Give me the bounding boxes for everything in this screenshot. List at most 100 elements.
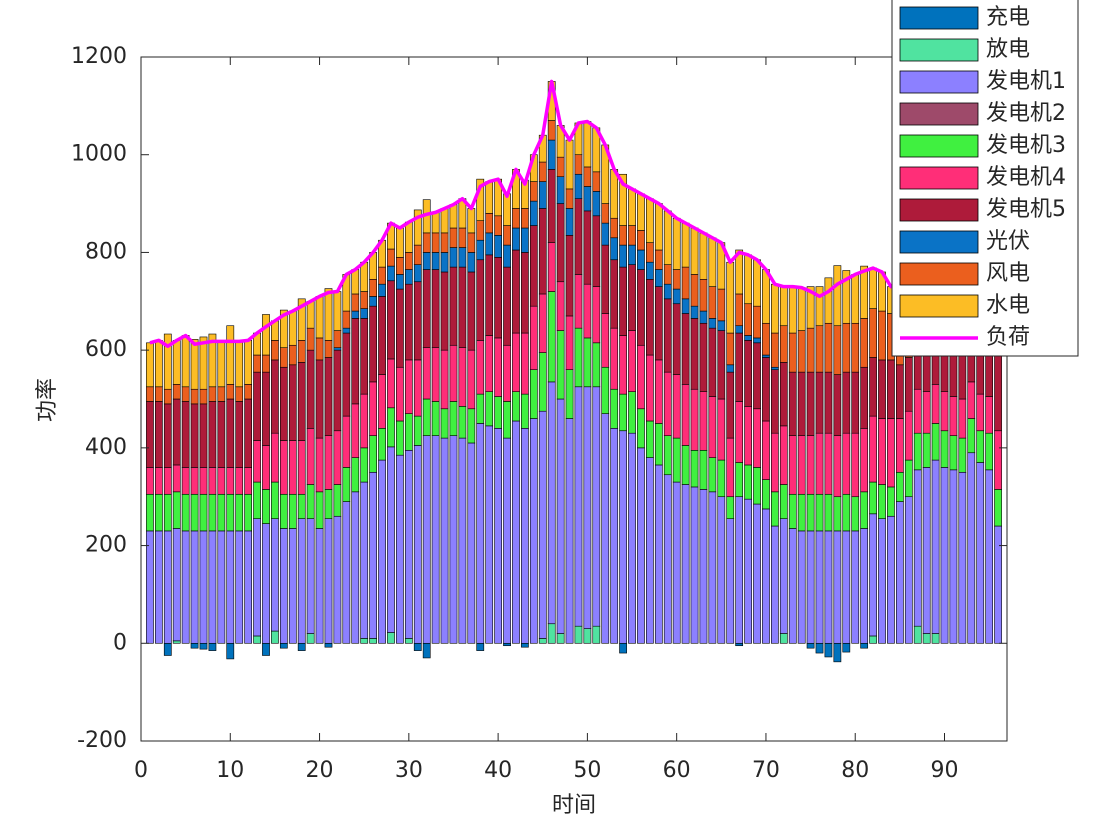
- bar-segment: [521, 227, 529, 253]
- legend-swatch: [899, 230, 979, 254]
- bar-segment: [271, 518, 279, 632]
- bar-segment: [592, 286, 601, 344]
- bar-segment: [494, 428, 502, 644]
- bar-segment: [297, 298, 306, 341]
- bar-segment: [637, 408, 645, 449]
- bar-segment: [494, 396, 502, 429]
- bar-segment: [771, 491, 779, 527]
- bar-segment: [610, 237, 619, 261]
- bar-segment: [253, 481, 261, 519]
- bar-segment: [681, 313, 690, 385]
- bar-segment: [860, 642, 869, 649]
- bar-segment: [851, 496, 860, 532]
- bar-segment: [297, 493, 306, 519]
- y-tick-label: 800: [85, 239, 127, 264]
- bar-segment: [360, 318, 369, 395]
- bar-segment: [440, 252, 449, 273]
- x-tick-label: 0: [134, 758, 148, 783]
- bar-segment: [235, 386, 244, 402]
- bar-segment: [253, 518, 261, 637]
- bar-segment: [637, 249, 645, 270]
- bar-segment: [217, 341, 226, 388]
- bar-segment: [565, 235, 574, 317]
- bar-segment: [458, 347, 467, 407]
- bar-segment: [949, 469, 958, 644]
- bar-segment: [556, 330, 565, 400]
- bar-segment: [601, 222, 610, 246]
- bar-segment: [887, 418, 895, 488]
- bar-segment: [744, 303, 752, 336]
- bar-segment: [744, 464, 752, 500]
- bar-segment: [163, 467, 172, 495]
- bar-segment: [279, 440, 288, 495]
- bar-segment: [199, 336, 208, 390]
- bar-segment: [190, 530, 199, 644]
- bar-segment: [297, 642, 306, 651]
- bar-segment: [878, 518, 886, 644]
- bar-segment: [146, 467, 154, 495]
- bar-segment: [512, 249, 520, 334]
- bar-segment: [851, 371, 860, 434]
- bar-segment: [895, 501, 904, 644]
- bar-segment: [529, 225, 538, 307]
- bar-segment: [699, 391, 708, 451]
- bar-segment: [476, 239, 485, 261]
- bar-segment: [860, 366, 869, 429]
- bar-segment: [217, 401, 226, 468]
- bar-segment: [646, 457, 654, 644]
- bar-segment: [226, 467, 235, 495]
- bar-segment: [672, 288, 681, 305]
- bar-segment: [869, 415, 877, 483]
- bar-segment: [333, 484, 342, 517]
- bar-segment: [262, 354, 270, 373]
- bar-segment: [306, 633, 315, 644]
- bar-segment: [512, 227, 520, 251]
- bar-segment: [396, 420, 404, 456]
- bar-segment: [762, 269, 770, 324]
- bar-segment: [619, 266, 627, 336]
- bar-segment: [351, 269, 360, 295]
- bar-segment: [369, 435, 377, 473]
- bar-segment: [396, 454, 404, 644]
- bar-segment: [878, 484, 886, 520]
- bar-segment: [860, 428, 869, 493]
- bar-segment: [485, 335, 494, 392]
- x-tick-label: 80: [841, 758, 869, 783]
- bar-segment: [396, 227, 404, 258]
- bar-segment: [699, 232, 708, 280]
- bar-segment: [717, 288, 726, 322]
- bar-segment: [556, 156, 565, 178]
- bar-segment: [396, 274, 404, 290]
- bar-segment: [762, 508, 770, 644]
- bar-segment: [654, 269, 663, 287]
- bar-segment: [458, 227, 467, 248]
- legend-swatch: [899, 38, 979, 62]
- bar-segment: [288, 344, 297, 366]
- bar-segment: [842, 432, 851, 495]
- legend-label: 风电: [986, 261, 1030, 286]
- bar-segment: [797, 371, 806, 436]
- bar-segment: [146, 401, 154, 468]
- bar-segment: [887, 486, 895, 517]
- bar-segment: [324, 642, 333, 648]
- bar-segment: [583, 337, 592, 388]
- bar-segment: [172, 340, 181, 385]
- bar-segment: [815, 642, 824, 654]
- bar-segment: [378, 283, 386, 297]
- bar-segment: [681, 484, 690, 644]
- bar-segment: [271, 340, 279, 361]
- bar-segment: [146, 493, 154, 532]
- bar-segment: [512, 391, 520, 422]
- bar-segment: [904, 357, 913, 412]
- bar-segment: [190, 339, 199, 390]
- bar-segment: [476, 220, 485, 241]
- bar-segment: [440, 437, 449, 644]
- bar-segment: [628, 188, 636, 226]
- y-axis-label: 功率: [35, 378, 60, 422]
- bar-segment: [824, 371, 833, 434]
- bar-segment: [556, 398, 565, 634]
- bar-segment: [190, 642, 199, 649]
- bar-segment: [208, 386, 217, 402]
- bar-segment: [699, 278, 708, 312]
- bar-segment: [431, 435, 440, 644]
